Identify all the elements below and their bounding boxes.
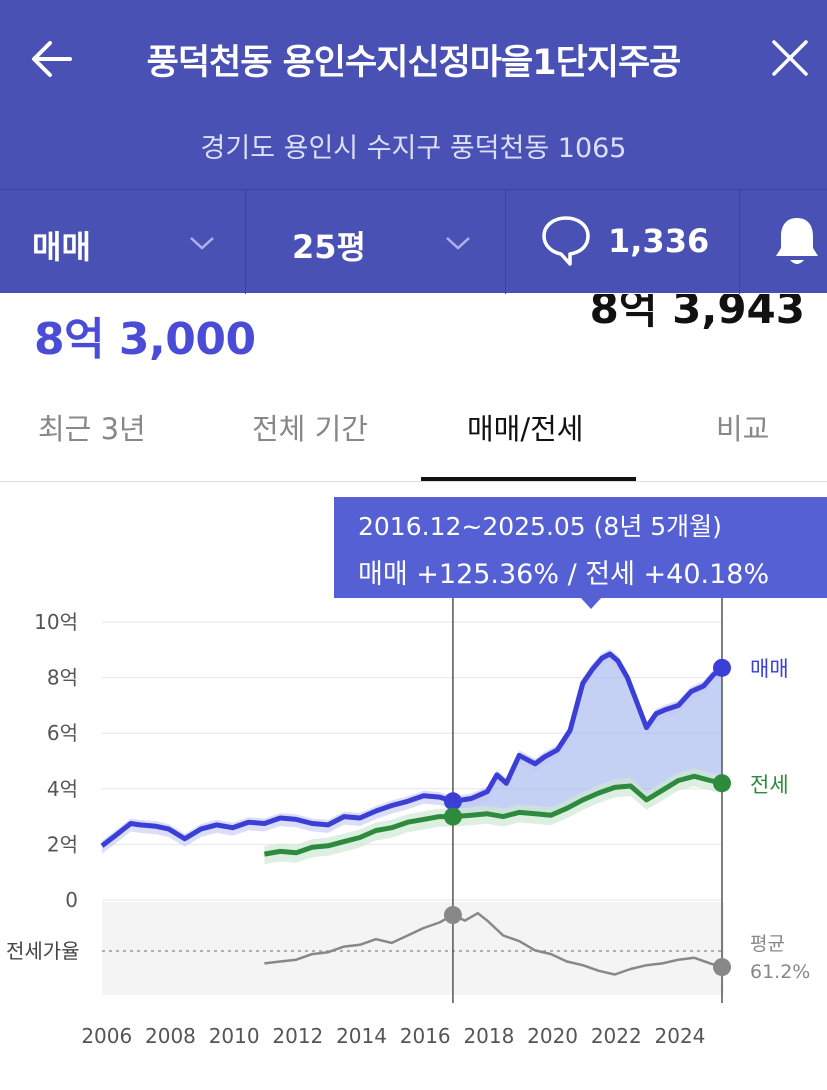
y-tick-label: 0 (65, 888, 78, 912)
x-tick-label: 2006 (81, 1024, 132, 1048)
chart-markers (443, 658, 731, 977)
y-tick-label: 4억 (47, 777, 78, 801)
jeonse-series-label: 전세 (750, 773, 789, 797)
x-tick-label: 2018 (463, 1024, 514, 1048)
size-select[interactable]: 25평 (246, 190, 505, 293)
x-tick-label: 2012 (272, 1024, 323, 1048)
page-title: 풍덕천동 용인수지신정마을1단지주공 (146, 43, 682, 83)
tab-compare[interactable]: 비교 (716, 412, 770, 446)
bell-icon (776, 218, 818, 264)
comment-count: 1,336 (608, 222, 710, 260)
x-axis-labels: 2006 2008 2010 2012 2014 2016 2018 2020 2022 2024 (81, 1024, 705, 1048)
y-tick-label: 10억 (34, 610, 78, 634)
speech-bubble-icon (542, 216, 590, 266)
filter-divider (505, 190, 506, 294)
y-axis-labels: 10억 8억 6억 4억 2억 0 (34, 610, 78, 912)
ratio-axis-label: 전세가율 (6, 939, 80, 963)
deal-type-select[interactable]: 매매 (0, 190, 245, 293)
ratio-panel-background (102, 902, 724, 995)
chevron-down-icon (190, 237, 214, 250)
x-tick-label: 2014 (336, 1024, 387, 1048)
address-text: 경기도 용인시 수지구 풍덕천동 1065 (200, 133, 627, 164)
tab-sale-jeonse[interactable]: 매매/전세 (467, 412, 584, 446)
comparison-price: 8억 3,943 (589, 294, 805, 332)
tab-recent-3-years[interactable]: 최근 3년 (38, 412, 146, 446)
series-layer (100, 649, 724, 976)
tabs-divider (0, 481, 827, 482)
ratio-average-value: 61.2% (750, 961, 810, 983)
x-tick-label: 2024 (655, 1024, 706, 1048)
sale-range-band (102, 649, 722, 854)
tab-full-period[interactable]: 전체 기간 (252, 412, 368, 446)
sale-jeonse-gap-area (452, 654, 722, 817)
x-tick-label: 2022 (591, 1024, 642, 1048)
close-button[interactable] (760, 30, 820, 90)
size-value: 25평 (292, 228, 366, 266)
x-tick-label: 2010 (209, 1024, 260, 1048)
sale-series-label: 매매 (750, 657, 789, 681)
y-tick-label: 2억 (47, 832, 78, 856)
sale-line (100, 651, 724, 848)
sale-start-marker (443, 792, 462, 811)
jeonse-start-marker (443, 807, 462, 826)
jeonse-line (263, 773, 723, 857)
x-tick-label: 2016 (400, 1024, 451, 1048)
notification-button[interactable] (772, 214, 822, 274)
chevron-down-icon (446, 237, 470, 250)
ratio-average-label: 평균 (750, 933, 785, 955)
tooltip-change: 매매 +125.36% / 전세 +40.18% (358, 559, 770, 590)
filter-divider (739, 190, 740, 294)
y-tick-label: 6억 (47, 721, 78, 745)
period-tooltip: 2016.12~2025.05 (8년 5개월) 매매 +125.36% / 전… (334, 497, 827, 598)
y-tick-label: 8억 (47, 666, 78, 690)
current-price: 8억 3,000 (34, 314, 256, 365)
ratio-start-marker (443, 906, 462, 925)
filter-divider (245, 190, 246, 294)
sale-end-marker (713, 658, 731, 677)
deal-type-value: 매매 (32, 228, 91, 266)
ratio-end-marker (713, 958, 731, 977)
arrow-left-icon (32, 41, 72, 77)
active-tab-indicator (421, 477, 636, 481)
filter-bar (0, 189, 827, 294)
close-icon (772, 40, 808, 76)
x-tick-label: 2008 (145, 1024, 196, 1048)
ratio-line (264, 911, 723, 976)
tooltip-arrow (580, 597, 602, 609)
jeonse-end-marker (713, 774, 731, 793)
x-tick-label: 2020 (527, 1024, 578, 1048)
back-button[interactable] (22, 30, 82, 90)
tooltip-range: 2016.12~2025.05 (8년 5개월) (358, 512, 722, 541)
